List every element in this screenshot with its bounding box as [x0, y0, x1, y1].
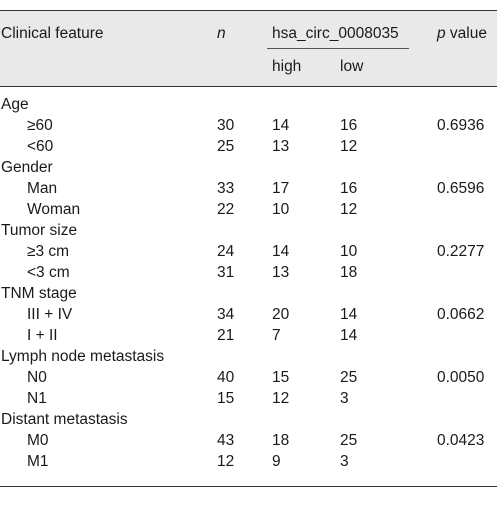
header-n: n [217, 25, 226, 42]
table-header [0, 11, 497, 86]
cell-low: 16 [340, 180, 358, 197]
group-title-row: Gender [0, 157, 497, 178]
cell-label: <3 cm [27, 264, 70, 281]
group-title-row: Tumor size [0, 220, 497, 241]
cell-high: 17 [272, 180, 290, 197]
cell-label: M1 [27, 453, 49, 470]
cell-n: 34 [217, 306, 235, 323]
cell-high: 13 [272, 138, 290, 155]
table-row: M0 43 18 25 0.0423 [0, 430, 497, 451]
bottom-rule [0, 486, 497, 487]
cell-p-value: 0.0050 [437, 369, 485, 386]
cell-n: 24 [217, 243, 235, 260]
header-p-value: p value [437, 24, 487, 44]
cell-low: 14 [340, 327, 358, 344]
group-title-row: TNM stage [0, 283, 497, 304]
header-clinical-feature: Clinical feature [1, 25, 104, 42]
table-row: N0 40 15 25 0.0050 [0, 367, 497, 388]
cell-high: 9 [272, 453, 281, 470]
table-row: ≥60 30 14 16 0.6936 [0, 115, 497, 136]
table-row: Woman 22 10 12 [0, 199, 497, 220]
cell-label: <60 [27, 138, 54, 155]
group-title: Tumor size [1, 222, 78, 239]
cell-high: 7 [272, 327, 281, 344]
table-row: I + II 21 7 14 [0, 325, 497, 346]
table-row: Man 33 17 16 0.6596 [0, 178, 497, 199]
header-gene: hsa_circ_0008035 [272, 25, 399, 42]
cell-n: 21 [217, 327, 235, 344]
cell-n: 33 [217, 180, 235, 197]
cell-n: 43 [217, 432, 235, 449]
cell-n: 15 [217, 390, 235, 407]
cell-high: 18 [272, 432, 290, 449]
cell-low: 14 [340, 306, 358, 323]
header-high: high [272, 58, 302, 75]
top-rule [0, 10, 497, 11]
cell-n: 22 [217, 201, 235, 218]
cell-p-value: 0.0423 [437, 432, 485, 449]
cell-high: 15 [272, 369, 290, 386]
cell-high: 13 [272, 264, 290, 281]
group-title: Gender [1, 159, 53, 176]
cell-label: N0 [27, 369, 47, 386]
cell-label: Woman [27, 201, 81, 218]
cell-low: 3 [340, 453, 349, 470]
cell-high: 14 [272, 243, 290, 260]
cell-label: ≥3 cm [27, 243, 70, 260]
cell-low: 12 [340, 138, 358, 155]
group-title: Distant metastasis [1, 411, 128, 428]
header-p-symbol: p [437, 25, 446, 42]
cell-p-value: 0.6596 [437, 180, 485, 197]
cell-low: 18 [340, 264, 358, 281]
table-row: III + IV 34 20 14 0.0662 [0, 304, 497, 325]
cell-low: 12 [340, 201, 358, 218]
cell-high: 12 [272, 390, 290, 407]
table-row: ≥3 cm 24 14 10 0.2277 [0, 241, 497, 262]
cell-p-value: 0.0662 [437, 306, 485, 323]
cell-label: III + IV [27, 306, 73, 323]
header-low: low [340, 58, 364, 75]
table-row: <3 cm 31 13 18 [0, 262, 497, 283]
cell-low: 16 [340, 117, 358, 134]
cell-high: 14 [272, 117, 290, 134]
table-row: <60 25 13 12 [0, 136, 497, 157]
table-row: N1 15 12 3 [0, 388, 497, 409]
cell-n: 31 [217, 264, 235, 281]
cell-n: 25 [217, 138, 235, 155]
cell-low: 25 [340, 432, 358, 449]
table-row: M1 12 9 3 [0, 451, 497, 472]
cell-high: 20 [272, 306, 290, 323]
cell-n: 12 [217, 453, 235, 470]
cell-p-value: 0.2277 [437, 243, 485, 260]
group-title-row: Distant metastasis [0, 409, 497, 430]
cell-label: Man [27, 180, 58, 197]
cell-label: M0 [27, 432, 49, 449]
header-p-text: value [445, 25, 487, 42]
cell-p-value: 0.6936 [437, 117, 485, 134]
group-title-row: Lymph node metastasis [0, 346, 497, 367]
group-title-row: Age [0, 94, 497, 115]
cell-low: 10 [340, 243, 358, 260]
cell-low: 25 [340, 369, 358, 386]
group-title: TNM stage [1, 285, 77, 302]
cell-label: ≥60 [27, 117, 53, 134]
cell-label: N1 [27, 390, 47, 407]
header-subrule [267, 48, 409, 49]
cell-n: 40 [217, 369, 235, 386]
header-bottom-rule [0, 86, 497, 87]
cell-low: 3 [340, 390, 349, 407]
group-title: Lymph node metastasis [1, 348, 165, 365]
cell-label: I + II [27, 327, 58, 344]
group-title: Age [1, 96, 29, 113]
cell-n: 30 [217, 117, 235, 134]
cell-high: 10 [272, 201, 290, 218]
